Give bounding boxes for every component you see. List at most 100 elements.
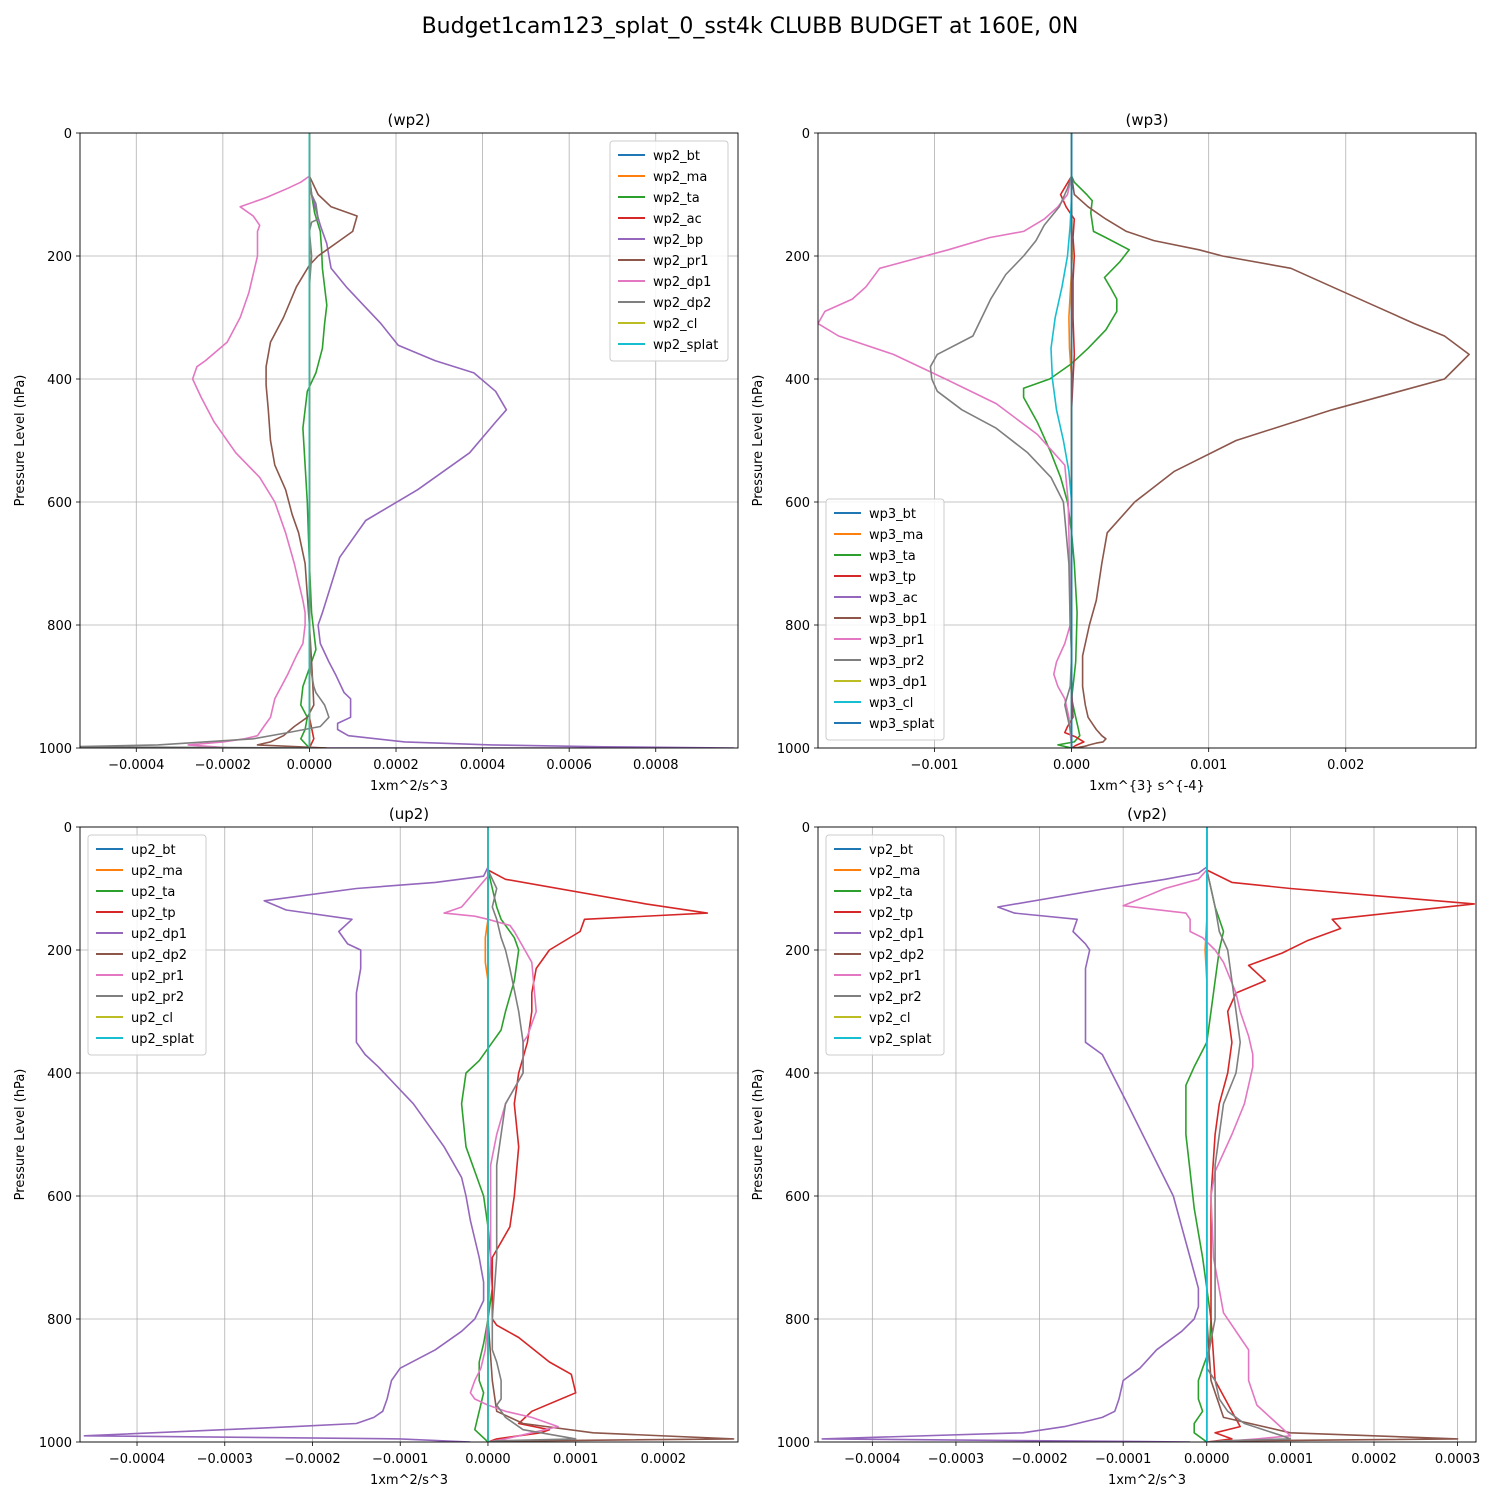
legend-label: wp2_dp1 (653, 275, 711, 290)
plot-frame (79, 132, 739, 749)
series-group (80, 133, 735, 748)
x-tick-label: 0.000 (1053, 758, 1090, 773)
x-tick-label: −0.0003 (197, 1452, 253, 1467)
plot-frame (817, 826, 1477, 1443)
x-tick-label: 0.002 (1327, 758, 1364, 773)
legend-label: vp2_pr1 (869, 969, 922, 984)
panel-wp3: −0.001 0.000 0.001 0.002 0 200 400 600 800 1000 (w… (751, 111, 1477, 794)
legend-label: wp2_splat (653, 338, 718, 353)
y-axis-label: Pressure Level (hPa) (13, 375, 28, 507)
y-tick-label: 0 (64, 127, 72, 142)
y-tick-label: 400 (785, 1067, 810, 1082)
legend-label: wp3_bp1 (869, 612, 927, 627)
y-axis-label: Pressure Level (hPa) (751, 375, 766, 507)
x-tick-label: 0.0002 (373, 758, 419, 773)
series-line-vp2_ta (1185, 827, 1225, 1442)
series-line-wp2_pr1 (256, 133, 358, 748)
x-tick-label: 0.0001 (1268, 1452, 1314, 1467)
series-group (83, 827, 735, 1442)
legend-label: up2_pr2 (131, 990, 184, 1005)
plot-frame (817, 132, 1477, 749)
plot-frame (79, 826, 739, 1443)
series-line-wp3_pr2 (929, 133, 1073, 748)
series-line-vp2_dp1 (821, 827, 1208, 1442)
x-tick-label: −0.001 (910, 758, 958, 773)
x-tick-label: 0.0006 (546, 758, 592, 773)
y-tick-label: 200 (47, 250, 72, 265)
y-tick-label: 200 (47, 944, 72, 959)
legend-label: wp2_bt (653, 149, 700, 164)
y-axis-label: Pressure Level (hPa) (13, 1069, 28, 1201)
y-tick-label: 200 (785, 944, 810, 959)
x-axis-label: 1xm^2/s^3 (370, 779, 448, 794)
legend-label: wp3_bt (869, 507, 916, 522)
legend-label: vp2_ma (869, 864, 920, 879)
y-tick-label: 600 (47, 1190, 72, 1205)
legend-label: up2_tp (131, 906, 176, 921)
legend-label: wp3_ac (869, 591, 918, 606)
legend-label: wp2_ac (653, 212, 702, 227)
y-tick-label: 200 (785, 250, 810, 265)
y-tick-label: 0 (802, 127, 810, 142)
legend-label: up2_splat (131, 1032, 194, 1047)
y-tick-label: 800 (47, 619, 72, 634)
x-tick-label: 0.0008 (633, 758, 679, 773)
legend-label: vp2_pr2 (869, 990, 922, 1005)
x-tick-label: −0.0004 (109, 1452, 165, 1467)
legend-label: wp2_cl (653, 317, 697, 332)
series-line-vp2_tp (1206, 827, 1476, 1442)
series-line-vp2_pr1 (1122, 827, 1292, 1442)
legend-label: vp2_dp2 (869, 948, 925, 963)
legend-label: vp2_ta (869, 885, 913, 900)
y-axis-label: Pressure Level (hPa) (751, 1069, 766, 1201)
series-group (818, 133, 1470, 748)
y-tick-label: 400 (47, 1067, 72, 1082)
y-tick-label: 1000 (39, 1436, 72, 1451)
x-tick-label: −0.0001 (1095, 1452, 1151, 1467)
x-tick-label: 0.0003 (1435, 1452, 1481, 1467)
legend-label: vp2_tp (869, 906, 913, 921)
panel-title: (wp3) (1125, 111, 1168, 129)
legend-label: vp2_cl (869, 1011, 910, 1026)
y-tick-label: 800 (47, 1313, 72, 1328)
y-tick-label: 1000 (39, 742, 72, 757)
legend-label: wp3_splat (869, 717, 934, 732)
legend: wp3_bt wp3_ma wp3_ta wp3_tp wp3_ac wp3_bp1 wp3… (825, 498, 945, 741)
legend-label: wp3_pr2 (869, 654, 925, 669)
x-tick-label: −0.0001 (372, 1452, 428, 1467)
x-tick-label: 0.001 (1190, 758, 1227, 773)
legend: vp2_bt vp2_ma vp2_ta vp2_tp vp2_dp1 vp2_dp2vp… (825, 834, 945, 1056)
series-line-wp3_pr1 (818, 133, 1073, 748)
legend-box (825, 498, 945, 741)
legend-label: up2_ta (131, 885, 175, 900)
series-line-up2_pr2 (487, 827, 577, 1442)
x-tick-label: 0.0004 (460, 758, 506, 773)
panel-wp2: −0.0004 −0.0002 0.0000 0.0002 0.0004 0.0006 0.… (13, 111, 739, 794)
panel-up2: −0.0004 −0.0003 −0.0002 −0.0001 0.0000 0.0001… (13, 805, 739, 1488)
x-tick-label: −0.0004 (108, 758, 164, 773)
legend-label: wp2_bp (653, 233, 703, 248)
panel-vp2: −0.0004 −0.0003 −0.0002 −0.0001 0.0000 0.0001… (751, 805, 1480, 1488)
legend-label: vp2_dp1 (869, 927, 925, 942)
x-axis-label: 1xm^{3} s^{-4} (1089, 779, 1205, 794)
legend-label: wp3_ma (869, 528, 923, 543)
series-group (821, 827, 1476, 1442)
panel-title: (up2) (389, 805, 429, 823)
y-tick-label: 600 (785, 496, 810, 511)
y-tick-label: 600 (785, 1190, 810, 1205)
x-tick-label: 0.0001 (553, 1452, 599, 1467)
series-line-up2_tp (487, 827, 709, 1442)
panel-title: (wp2) (387, 111, 430, 129)
y-tick-label: 0 (802, 821, 810, 836)
legend-label: wp2_pr1 (653, 254, 709, 269)
x-tick-label: 0.0000 (465, 1452, 511, 1467)
y-tick-label: 800 (785, 1313, 810, 1328)
y-tick-label: 800 (785, 619, 810, 634)
legend-label: wp2_ma (653, 170, 707, 185)
panel-title: (vp2) (1127, 805, 1167, 823)
y-tick-label: 1000 (777, 1436, 810, 1451)
y-tick-label: 400 (785, 373, 810, 388)
legend-label: wp3_ta (869, 549, 916, 564)
legend-label: up2_ma (131, 864, 183, 879)
